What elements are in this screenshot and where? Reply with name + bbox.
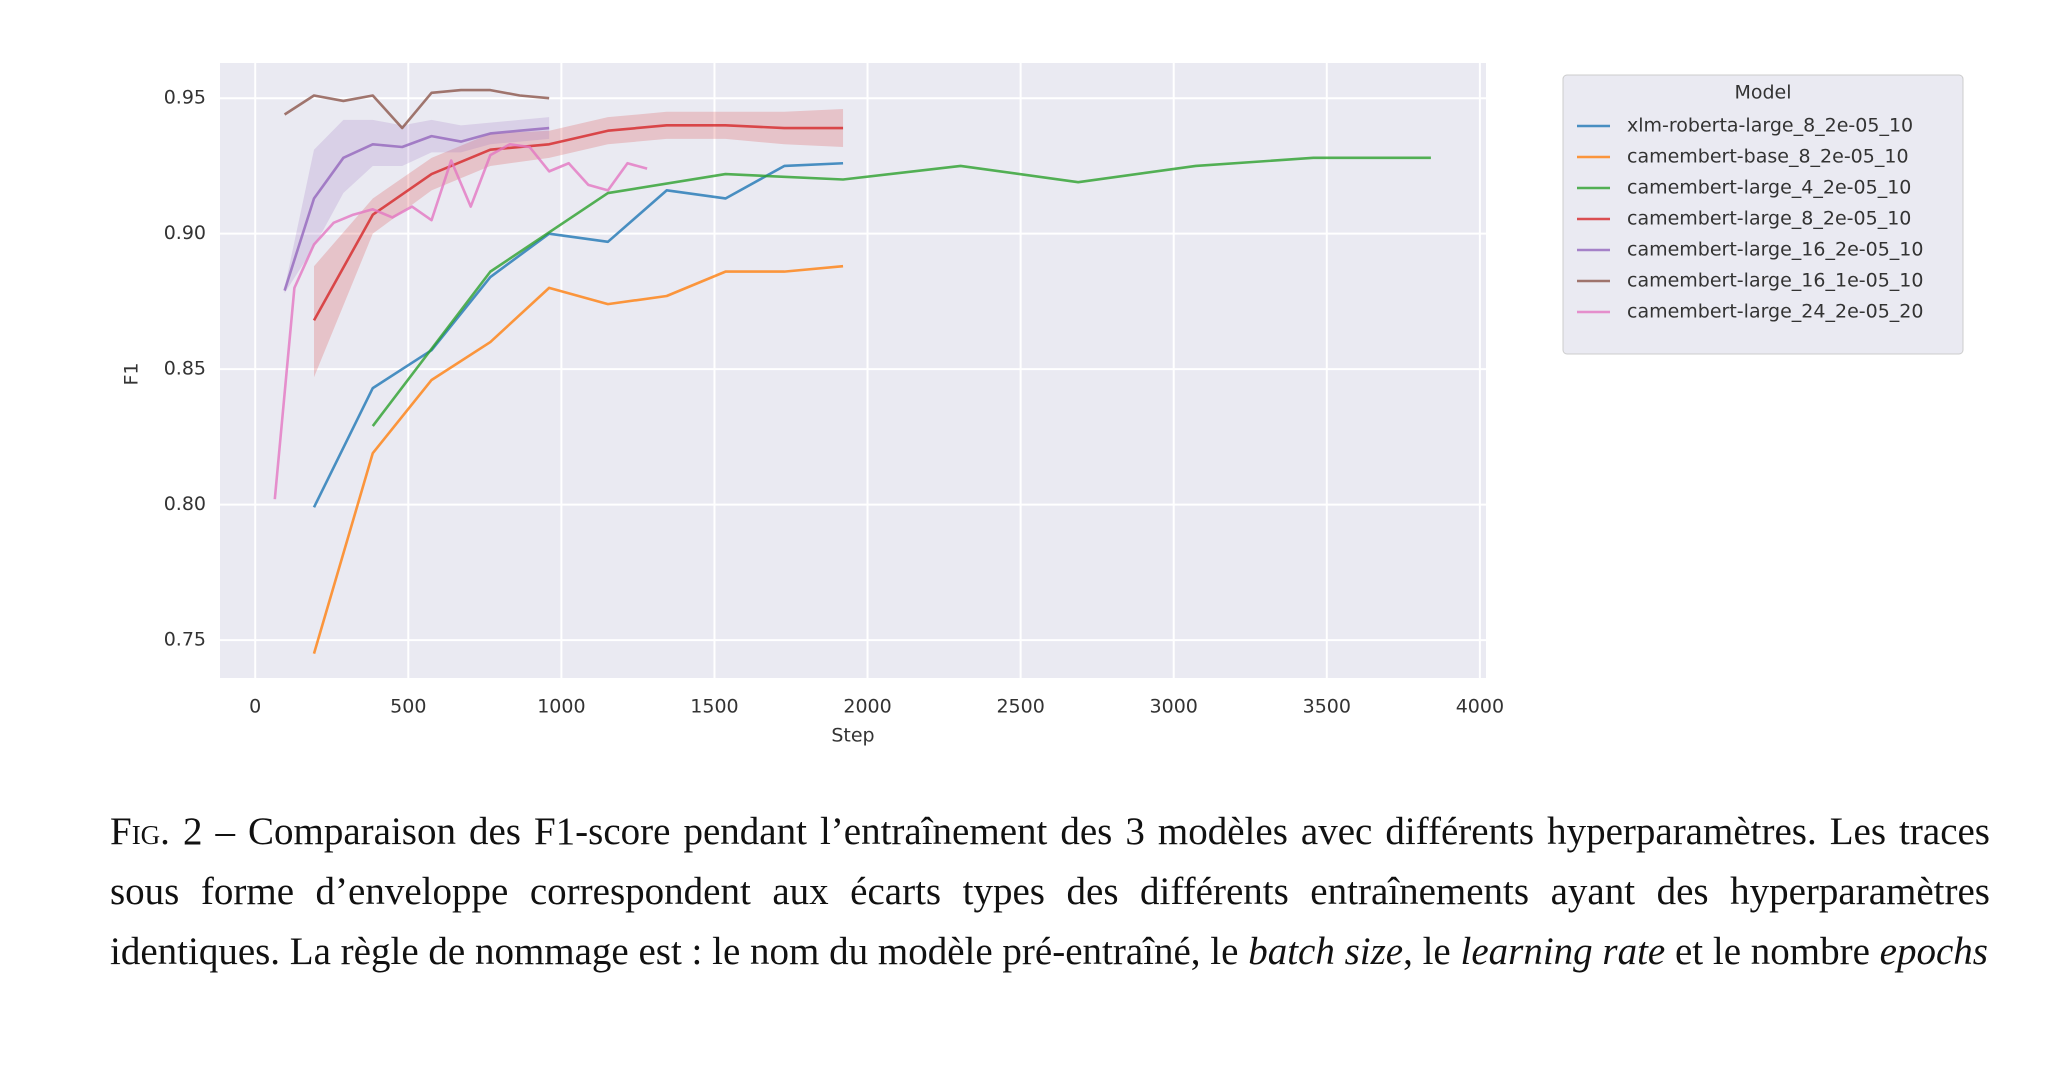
legend-title: Model: [1734, 82, 1791, 104]
y-tick-label: 0.80: [164, 493, 206, 515]
caption-text: – Comparaison des F1-score pendant l’ent…: [110, 810, 1990, 973]
legend-label: xlm-roberta-large_8_2e-05_10: [1627, 115, 1913, 137]
caption-text: batch size: [1248, 930, 1404, 973]
x-tick-label: 1000: [537, 696, 585, 718]
error-band: [284, 117, 550, 294]
x-axis-label: Step: [831, 725, 874, 747]
figure-caption: Fig. 2 – Comparaison des F1-score pendan…: [110, 802, 1990, 982]
series-line: [283, 126, 550, 291]
caption-text: , le: [1403, 930, 1461, 973]
legend-label: camembert-large_8_2e-05_10: [1627, 208, 1911, 230]
caption-text: epochs: [1879, 930, 1988, 973]
y-tick-label: 0.90: [164, 222, 206, 244]
caption-text: et le nombre: [1665, 930, 1880, 973]
y-tick-label: 0.95: [164, 87, 206, 109]
x-tick-label: 4000: [1456, 696, 1504, 718]
x-tick-label: 500: [390, 696, 426, 718]
y-axis-label: F1: [121, 362, 143, 385]
series-line: [312, 161, 844, 508]
chart: Step F1 0.75 0.80 0.85 0.90 0.95 0 500 1000 1500…: [121, 63, 1964, 747]
legend-label: camembert-large_16_1e-05_10: [1627, 270, 1923, 292]
y-tick-label: 0.85: [164, 358, 206, 380]
series-line: [312, 124, 844, 322]
x-tick-label: 2500: [996, 696, 1044, 718]
caption-label: Fig. 2: [110, 810, 203, 853]
x-tick-label: 3000: [1150, 696, 1198, 718]
series-line: [312, 264, 844, 654]
plot-background: [220, 63, 1486, 678]
caption-text: learning rate: [1460, 930, 1666, 973]
x-tick-label: 1500: [690, 696, 738, 718]
series-line: [371, 156, 1431, 427]
series-line: [273, 142, 648, 500]
y-tick-label: 0.75: [164, 629, 206, 651]
series-line: [283, 88, 550, 130]
legend-label: camembert-large_4_2e-05_10: [1627, 177, 1911, 199]
x-tick-label: 3500: [1303, 696, 1351, 718]
x-tick-label: 2000: [843, 696, 891, 718]
x-tick-label: 0: [249, 696, 261, 718]
legend-box: [1562, 74, 1964, 355]
legend-label: camembert-base_8_2e-05_10: [1627, 146, 1909, 168]
legend-label: camembert-large_24_2e-05_20: [1627, 301, 1923, 323]
legend-label: camembert-large_16_2e-05_10: [1627, 239, 1923, 261]
